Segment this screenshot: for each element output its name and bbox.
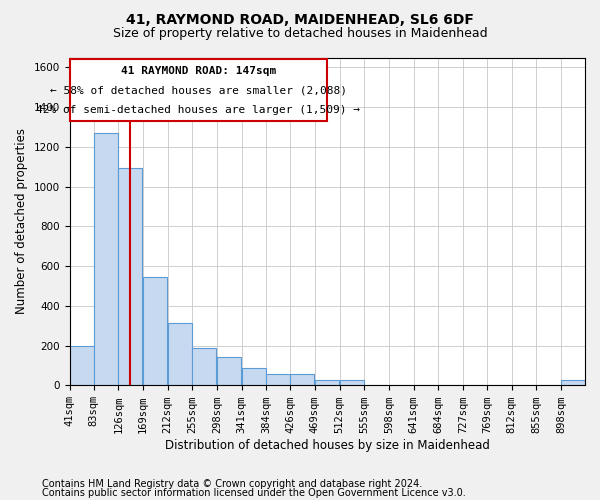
Bar: [315, 380, 339, 386]
Text: Size of property relative to detached houses in Maidenhead: Size of property relative to detached ho…: [113, 28, 487, 40]
Bar: [167, 323, 191, 386]
Text: ← 58% of detached houses are smaller (2,088): ← 58% of detached houses are smaller (2,…: [50, 86, 347, 96]
Text: 41 RAYMOND ROAD: 147sqm: 41 RAYMOND ROAD: 147sqm: [121, 66, 276, 76]
Bar: [118, 168, 142, 386]
Bar: [217, 357, 241, 386]
Bar: [143, 276, 167, 386]
Text: Contains HM Land Registry data © Crown copyright and database right 2024.: Contains HM Land Registry data © Crown c…: [42, 479, 422, 489]
Text: 42% of semi-detached houses are larger (1,509) →: 42% of semi-detached houses are larger (…: [37, 104, 361, 115]
Text: Contains public sector information licensed under the Open Government Licence v3: Contains public sector information licen…: [42, 488, 466, 498]
Bar: [266, 374, 290, 386]
Bar: [290, 374, 314, 386]
Bar: [340, 380, 364, 386]
Y-axis label: Number of detached properties: Number of detached properties: [15, 128, 28, 314]
Bar: [70, 346, 94, 386]
Bar: [94, 133, 118, 386]
Text: 41, RAYMOND ROAD, MAIDENHEAD, SL6 6DF: 41, RAYMOND ROAD, MAIDENHEAD, SL6 6DF: [126, 12, 474, 26]
Bar: [192, 348, 217, 386]
Bar: [561, 380, 585, 386]
Bar: [242, 368, 266, 386]
X-axis label: Distribution of detached houses by size in Maidenhead: Distribution of detached houses by size …: [165, 440, 490, 452]
Bar: [70, 59, 327, 122]
